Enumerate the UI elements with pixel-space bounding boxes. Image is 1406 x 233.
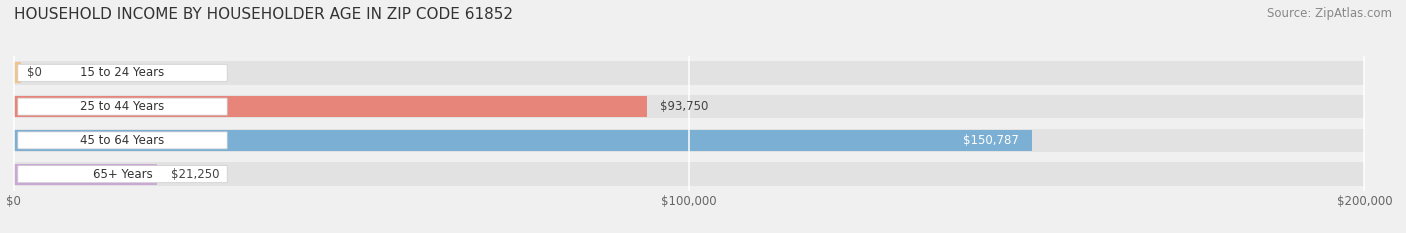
Text: 25 to 44 Years: 25 to 44 Years — [80, 100, 165, 113]
Bar — [14, 96, 647, 117]
Bar — [14, 164, 157, 185]
FancyBboxPatch shape — [18, 98, 228, 115]
Bar — [14, 162, 1364, 186]
Text: 65+ Years: 65+ Years — [93, 168, 152, 181]
Text: $0: $0 — [27, 66, 42, 79]
Text: $21,250: $21,250 — [170, 168, 219, 181]
Bar — [14, 61, 1364, 85]
FancyBboxPatch shape — [18, 64, 228, 81]
FancyBboxPatch shape — [18, 166, 228, 183]
Text: $93,750: $93,750 — [661, 100, 709, 113]
Text: 15 to 24 Years: 15 to 24 Years — [80, 66, 165, 79]
Bar — [14, 95, 1364, 118]
Bar — [14, 130, 1032, 151]
Text: Source: ZipAtlas.com: Source: ZipAtlas.com — [1267, 7, 1392, 20]
Bar — [14, 129, 1364, 152]
Text: HOUSEHOLD INCOME BY HOUSEHOLDER AGE IN ZIP CODE 61852: HOUSEHOLD INCOME BY HOUSEHOLDER AGE IN Z… — [14, 7, 513, 22]
Bar — [14, 62, 21, 83]
FancyBboxPatch shape — [18, 132, 228, 149]
Text: 45 to 64 Years: 45 to 64 Years — [80, 134, 165, 147]
Text: $150,787: $150,787 — [963, 134, 1018, 147]
